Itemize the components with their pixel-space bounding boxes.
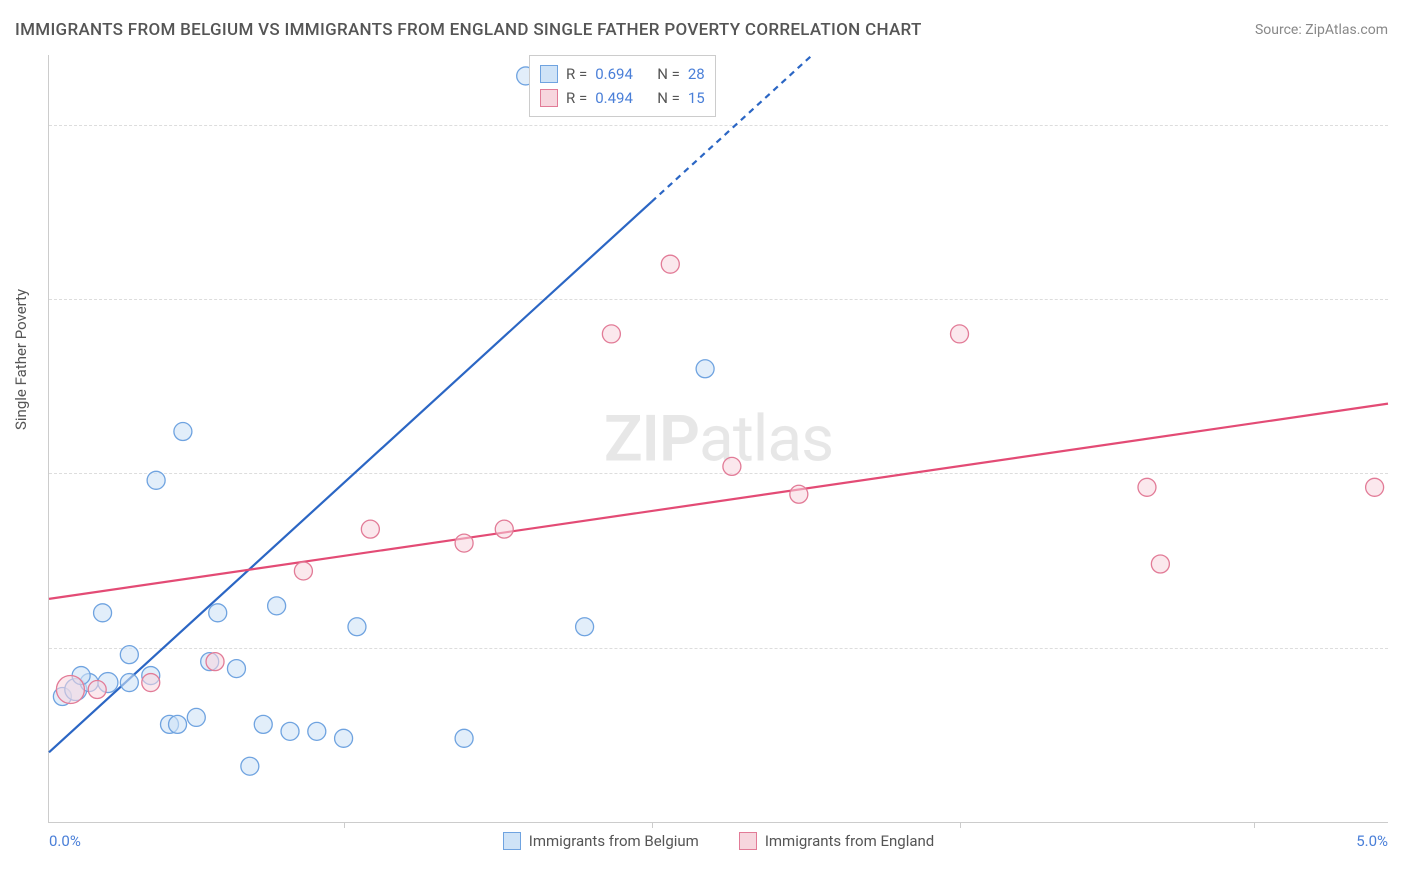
r-value-england: 0.494 (595, 86, 643, 110)
swatch-belgium (540, 65, 558, 83)
y-tick-label: 75.0% (1398, 290, 1406, 308)
data-point-england (723, 457, 741, 475)
y-tick-label: 100.0% (1398, 116, 1406, 134)
data-point-england (294, 562, 312, 580)
n-label: N = (657, 62, 680, 86)
legend-item-england: Immigrants from England (739, 832, 934, 850)
x-tick (960, 822, 961, 828)
source-attribution: Source: ZipAtlas.com (1255, 22, 1388, 38)
data-point-england (790, 485, 808, 503)
legend-row-belgium: R = 0.694 N = 28 (540, 62, 705, 86)
x-tick-label: 0.0% (49, 832, 81, 850)
legend-item-belgium: Immigrants from Belgium (503, 832, 699, 850)
data-point-belgium (187, 708, 205, 726)
data-point-england (1366, 478, 1384, 496)
scatter-plot-svg (49, 55, 1388, 822)
trend-line-england (49, 404, 1388, 599)
data-point-england (142, 674, 160, 692)
data-point-belgium (268, 597, 286, 615)
data-point-england (455, 534, 473, 552)
data-point-england (495, 520, 513, 538)
data-point-belgium (348, 618, 366, 636)
n-value-england: 15 (688, 86, 705, 110)
data-point-belgium (455, 729, 473, 747)
r-label: R = (566, 86, 587, 110)
data-point-england (56, 676, 84, 704)
swatch-belgium (503, 832, 521, 850)
x-tick (652, 822, 653, 828)
data-point-belgium (120, 674, 138, 692)
data-point-belgium (335, 729, 353, 747)
swatch-england (540, 89, 558, 107)
data-point-belgium (209, 604, 227, 622)
data-point-belgium (174, 423, 192, 441)
legend-label-england: Immigrants from England (765, 832, 934, 850)
data-point-belgium (576, 618, 594, 636)
data-point-england (661, 255, 679, 273)
data-point-belgium (281, 722, 299, 740)
n-label: N = (657, 86, 680, 110)
data-point-england (206, 653, 224, 671)
series-legend: Immigrants from Belgium Immigrants from … (49, 832, 1388, 850)
legend-row-england: R = 0.494 N = 15 (540, 86, 705, 110)
x-tick (344, 822, 345, 828)
data-point-england (1151, 555, 1169, 573)
data-point-belgium (147, 471, 165, 489)
correlation-legend: R = 0.694 N = 28 R = 0.494 N = 15 (529, 55, 716, 117)
data-point-belgium (241, 757, 259, 775)
data-point-england (951, 325, 969, 343)
data-point-belgium (169, 715, 187, 733)
data-point-belgium (94, 604, 112, 622)
x-tick (1254, 822, 1255, 828)
y-tick-label: 25.0% (1398, 639, 1406, 657)
data-point-belgium (254, 715, 272, 733)
data-point-belgium (308, 722, 326, 740)
r-label: R = (566, 62, 587, 86)
data-point-belgium (120, 646, 138, 664)
legend-label-belgium: Immigrants from Belgium (529, 832, 699, 850)
data-point-belgium (227, 660, 245, 678)
chart-area: ZIPatlas R = 0.694 N = 28 R = 0.494 N = … (48, 55, 1388, 823)
y-tick-label: 50.0% (1398, 464, 1406, 482)
y-axis-label: Single Father Poverty (12, 289, 30, 430)
data-point-england (88, 681, 106, 699)
data-point-england (1138, 478, 1156, 496)
trend-line-belgium (49, 202, 652, 752)
data-point-england (602, 325, 620, 343)
swatch-england (739, 832, 757, 850)
x-tick-label: 5.0% (1356, 832, 1388, 850)
chart-title: IMMIGRANTS FROM BELGIUM VS IMMIGRANTS FR… (15, 20, 922, 40)
data-point-england (361, 520, 379, 538)
data-point-belgium (696, 360, 714, 378)
n-value-belgium: 28 (688, 62, 705, 86)
r-value-belgium: 0.694 (595, 62, 643, 86)
